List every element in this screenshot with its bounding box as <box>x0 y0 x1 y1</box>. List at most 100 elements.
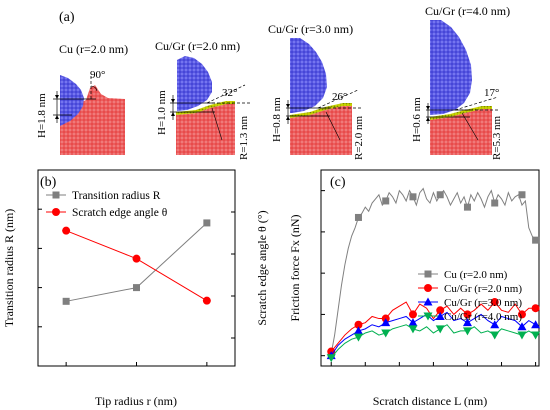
scratch-tip <box>430 20 472 115</box>
md-snapshot-cugr-r2: Cu/Gr (r=2.0 nm) H=1.0 nm 32° R=1.3 nm <box>155 39 250 160</box>
legend-entry: Cu (r=2.0 nm) <box>444 269 508 281</box>
data-point-circle <box>202 296 211 305</box>
data-point-square <box>133 284 140 292</box>
legend-marker-square <box>52 191 60 199</box>
graphene-layer <box>430 106 492 120</box>
legend-marker-circle <box>424 284 432 292</box>
x-axis-label: Scratch distance L (nm) <box>373 394 488 408</box>
series-line <box>330 301 536 352</box>
panel-c-label: (c) <box>330 175 346 190</box>
data-point-square <box>354 213 362 221</box>
cut-depth-label: H=1.8 nm <box>36 93 48 138</box>
edge-angle-label: 32° <box>222 87 237 99</box>
data-point-triangle-down <box>326 354 336 363</box>
plot-content <box>38 169 235 367</box>
data-point-triangle-down <box>531 331 541 340</box>
data-point-triangle-up <box>531 320 541 329</box>
legend-entry: Transition radius R <box>72 190 161 202</box>
data-point-triangle-up <box>517 322 527 331</box>
transition-radius-label: R=5.3 nm <box>491 115 503 160</box>
md-snapshot-cu-r2: Cu (r=2.0 nm) H=1.8 nm 90° <box>36 42 128 155</box>
series-line <box>330 187 536 354</box>
data-point-circle <box>408 310 417 319</box>
data-point-square <box>532 236 540 244</box>
data-point-triangle-up <box>435 311 445 320</box>
snapshot-title: Cu/Gr (r=3.0 nm) <box>268 22 353 36</box>
cut-depth-label: H=0.6 nm <box>411 97 423 142</box>
data-point-triangle-down <box>517 331 527 340</box>
data-point-triangle-down <box>490 331 500 340</box>
panel-a-label: (a) <box>59 10 75 25</box>
edge-angle-label: 26° <box>332 91 347 103</box>
legend: Cu (r=2.0 nm) Cu/Gr (r=2.0 nm) Cu/Gr (r=… <box>418 269 522 323</box>
data-point-circle <box>531 304 540 313</box>
data-point-triangle-up <box>353 326 363 335</box>
snapshot-title: Cu (r=2.0 nm) <box>59 42 128 56</box>
legend-marker-square <box>424 270 432 278</box>
copper-substrate <box>60 85 125 155</box>
transition-radius-label: R=1.3 nm <box>238 115 250 160</box>
legend-marker-circle <box>52 208 60 216</box>
series-line <box>330 324 536 359</box>
data-point-circle <box>354 320 363 329</box>
cut-depth-label: H=0.8 nm <box>271 97 283 142</box>
y-axis-label: Transition radius R (nm) <box>2 209 16 328</box>
copper-substrate <box>176 104 235 155</box>
data-point-circle <box>132 254 141 263</box>
data-point-square <box>62 297 70 305</box>
plot-content <box>321 187 541 366</box>
data-point-square <box>436 191 444 199</box>
panel-b-label: (b) <box>40 175 57 190</box>
data-point-triangle-down <box>435 325 445 334</box>
data-point-square <box>203 219 211 227</box>
transition-radius-label: R=2.0 nm <box>353 115 365 160</box>
legend-entry: Cu/Gr (r=3.0 nm) <box>444 297 522 309</box>
edge-angle-label: 17° <box>484 87 499 99</box>
series-line <box>330 311 536 356</box>
data-point-triangle-up <box>490 320 500 329</box>
panel-b-chart: (b) Transition radius R Scratch edge ang… <box>2 169 269 408</box>
data-point-circle <box>463 310 472 319</box>
cut-depth-label: H=1.0 nm <box>156 90 168 135</box>
scratch-tip <box>290 38 327 113</box>
data-point-triangle-up <box>408 318 418 327</box>
data-point-triangle-down <box>381 329 391 338</box>
md-snapshot-cugr-r4: Cu/Gr (r=4.0 nm) H=0.6 nm 17° R=5.3 nm <box>411 4 510 160</box>
data-point-triangle-down <box>408 325 418 334</box>
data-point-circle <box>517 310 526 319</box>
legend-entry: Scratch edge angle θ <box>72 207 168 219</box>
panel-a: (a) Cu (r=2.0 nm) H=1.8 nm 90° Cu/Gr (r=… <box>36 4 510 160</box>
legend: Transition radius R Scratch edge angle θ <box>46 190 168 219</box>
graphene-layer <box>290 103 352 118</box>
data-point-triangle-up <box>381 318 391 327</box>
scratch-tip <box>177 56 212 111</box>
data-point-circle <box>436 306 445 315</box>
data-point-circle <box>62 226 71 235</box>
scratch-tip <box>60 75 84 126</box>
legend-entry: Cu/Gr (r=2.0 nm) <box>444 283 522 295</box>
copper-substrate <box>290 106 352 155</box>
data-point-square <box>463 203 471 211</box>
snapshot-title: Cu/Gr (r=2.0 nm) <box>155 39 240 53</box>
plot-frame <box>320 169 540 367</box>
data-point-triangle-down <box>462 327 472 336</box>
data-point-triangle-down <box>353 333 363 342</box>
copper-substrate <box>430 109 492 155</box>
data-point-square <box>491 199 499 207</box>
data-point-circle <box>490 298 499 307</box>
x-axis-label: Tip radius r (nm) <box>95 394 177 408</box>
panel-c-chart: (c) Cu (r=2.0 nm) Cu/Gr (r=2.0 nm) Cu/Gr… <box>288 169 541 408</box>
data-point-square <box>409 193 417 201</box>
snapshot-title: Cu/Gr (r=4.0 nm) <box>425 4 510 18</box>
data-point-square <box>518 191 526 199</box>
graphene-layer <box>176 101 235 115</box>
md-snapshot-cugr-r3: Cu/Gr (r=3.0 nm) H=0.8 nm 26° R=2.0 nm <box>268 22 365 160</box>
y-axis-label-right: Scratch edge angle θ (°) <box>255 210 269 325</box>
legend-marker-triangle-up <box>423 297 433 306</box>
y-axis-label: Friction force Fx (nN) <box>288 215 302 322</box>
edge-angle-label: 90° <box>90 69 105 81</box>
data-point-square <box>382 197 390 205</box>
legend-marker-triangle-down <box>423 312 433 321</box>
legend-entry: Cu/Gr (r=4.0 nm) <box>444 311 522 323</box>
